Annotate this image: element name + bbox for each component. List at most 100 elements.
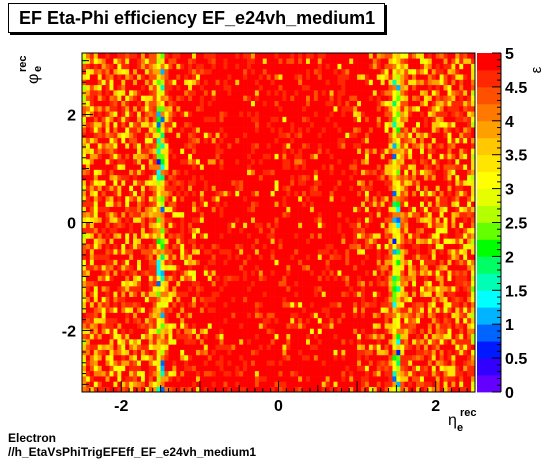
heatmap-cell [140, 180, 146, 186]
heatmap-cell [227, 264, 232, 271]
heatmap-cell [364, 137, 370, 144]
heatmap-cell [361, 58, 366, 64]
heatmap-cell [129, 158, 134, 165]
heatmap-cell [361, 254, 366, 260]
heatmap-cell [270, 53, 275, 59]
heatmap-cell [247, 53, 252, 59]
heatmap-cell [105, 100, 110, 107]
heatmap-cell [105, 143, 110, 149]
heatmap-cell [184, 100, 189, 107]
heatmap-cell [384, 259, 389, 266]
heatmap-cell [254, 386, 260, 393]
heatmap-cell [243, 376, 248, 382]
heatmap-cell [321, 238, 326, 244]
heatmap-cell [219, 164, 224, 170]
heatmap-cell [325, 121, 330, 128]
heatmap-cell [337, 349, 342, 356]
heatmap-cell [282, 58, 287, 64]
heatmap-cell [317, 158, 323, 165]
heatmap-cell [93, 84, 99, 91]
heatmap-cell [266, 174, 271, 181]
heatmap-cell [195, 301, 201, 308]
heatmap-cell [152, 307, 157, 313]
heatmap-cell [309, 296, 315, 303]
heatmap-cell [235, 153, 240, 160]
heatmap-cell [137, 376, 142, 382]
heatmap-cell [207, 349, 212, 356]
heatmap-cell [152, 190, 157, 197]
heatmap-cell [148, 79, 154, 86]
heatmap-cell [156, 206, 161, 213]
heatmap-cell [227, 206, 232, 213]
heatmap-cell [121, 248, 126, 255]
heatmap-cell [184, 248, 189, 255]
heatmap-cell [192, 307, 197, 313]
heatmap-cell [294, 254, 299, 260]
heatmap-cell [211, 317, 216, 324]
heatmap-cell [368, 360, 374, 366]
heatmap-cell [164, 344, 169, 350]
heatmap-cell [262, 58, 268, 64]
heatmap-cell [121, 344, 126, 350]
heatmap-cell [239, 301, 244, 308]
heatmap-cell [109, 280, 114, 287]
heatmap-cell [148, 354, 154, 361]
heatmap-cell [203, 238, 209, 244]
heatmap-cell [184, 354, 189, 361]
heatmap-cell [333, 312, 338, 319]
heatmap-cell [376, 328, 381, 335]
heatmap-cell [376, 116, 381, 123]
heatmap-cell [380, 333, 385, 340]
heatmap-cell [270, 227, 275, 234]
heatmap-cell [349, 206, 354, 213]
heatmap-cell [117, 238, 122, 244]
heatmap-cell [258, 344, 264, 350]
heatmap-cell [321, 360, 326, 366]
heatmap-cell [329, 84, 334, 91]
heatmap-cell [306, 370, 311, 377]
heatmap-cell [160, 148, 165, 154]
heatmap-cell [368, 370, 374, 377]
heatmap-cell [357, 365, 362, 372]
heatmap-cell [207, 227, 212, 234]
heatmap-cell [380, 275, 385, 282]
heatmap-cell [227, 296, 232, 303]
heatmap-cell [227, 370, 232, 377]
heatmap-cell [184, 344, 189, 350]
heatmap-cell [243, 68, 248, 75]
heatmap-cell [223, 174, 228, 181]
heatmap-cell [262, 185, 268, 192]
heatmap-cell [333, 217, 338, 223]
heatmap-cell [137, 84, 142, 91]
heatmap-cell [372, 301, 378, 308]
heatmap-cell [121, 211, 126, 218]
heatmap-cell [129, 74, 134, 80]
heatmap-cell [376, 95, 381, 101]
heatmap-cell [192, 127, 197, 133]
heatmap-cell [101, 254, 106, 260]
heatmap-cell [152, 132, 157, 139]
heatmap-cell [353, 196, 358, 202]
heatmap-cell [239, 233, 244, 239]
heatmap-cell [133, 116, 138, 123]
heatmap-cell [219, 201, 224, 207]
heatmap-cell [353, 105, 358, 112]
heatmap-cell [270, 174, 275, 181]
heatmap-cell [235, 339, 240, 345]
heatmap-cell [97, 90, 102, 96]
heatmap-cell [325, 354, 330, 361]
heatmap-cell [176, 127, 181, 133]
heatmap-cell [286, 381, 291, 388]
heatmap-cell [192, 164, 197, 170]
heatmap-cell [160, 121, 165, 128]
heatmap-cell [258, 180, 264, 186]
heatmap-cell [89, 95, 95, 101]
heatmap-cell [227, 201, 232, 207]
heatmap-cell [306, 84, 311, 91]
heatmap-cell [317, 222, 323, 229]
heatmap-cell [262, 148, 268, 154]
heatmap-cell [258, 137, 264, 144]
heatmap-cell [188, 116, 193, 123]
heatmap-cell [117, 111, 122, 117]
